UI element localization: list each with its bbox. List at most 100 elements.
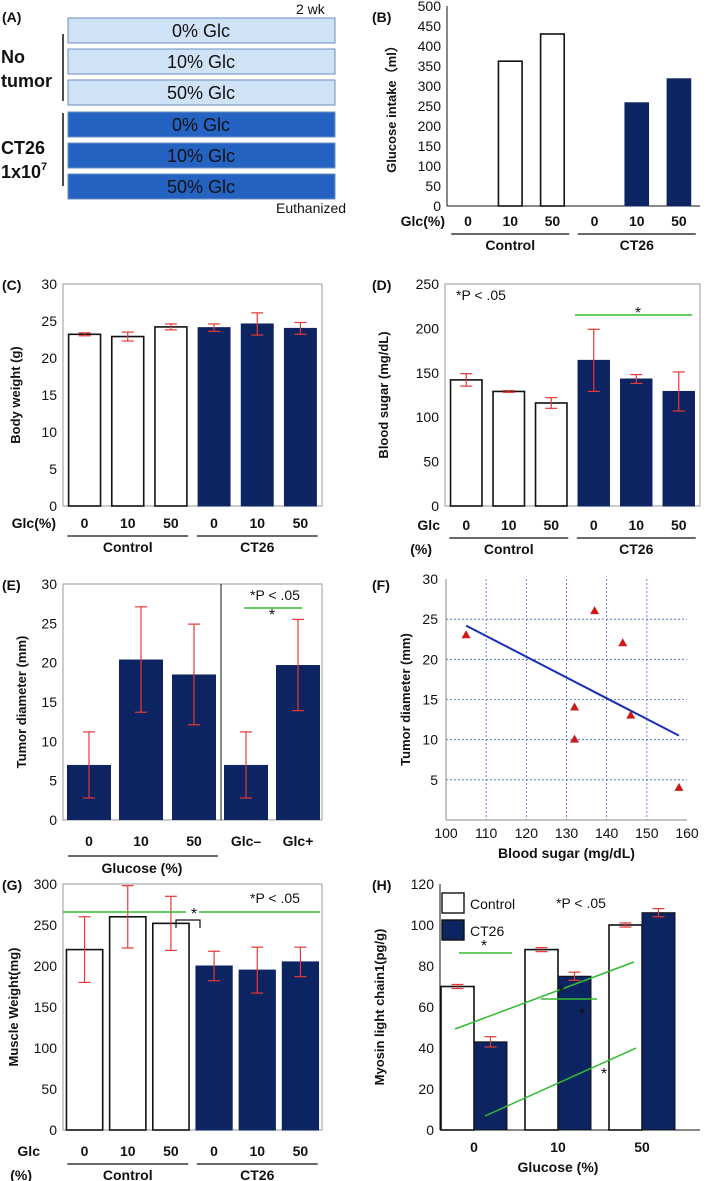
panel-a-boxes: 0% Glc 10% Glc 50% Glc 0% Glc 10% Glc 50% Glc (67, 17, 336, 200)
chart-h-legend-swatch-1 (441, 919, 465, 941)
chart-c-bar-5 (283, 327, 317, 507)
chart-c-y-tick-5: 5 (49, 461, 57, 477)
group-ct26-label: CT26 (1, 138, 45, 158)
diet-box-4 (67, 142, 336, 169)
chart-d-y-tick-250: 250 (416, 276, 440, 292)
chart-b-x-tick-5: 50 (671, 213, 687, 229)
chart-b-group-label-1: CT26 (620, 237, 654, 253)
chart-f-panel-label: (F) (372, 577, 390, 593)
chart-f-x-tick-100: 100 (434, 825, 458, 841)
chart-d-x-tick-2: 50 (543, 517, 559, 533)
chart-g-y-axis-title: Muscle Weight(mg) (6, 948, 21, 1067)
chart-f-x-tick-130: 130 (555, 825, 579, 841)
chart-c-y-tick-30: 30 (41, 276, 57, 292)
chart-g-x-tick-0: 0 (81, 1143, 89, 1159)
chart-f-y-tick-25: 25 (422, 611, 438, 627)
chart-f-point-3 (590, 606, 600, 615)
chart-f-x-tick-160: 160 (675, 825, 699, 841)
chart-c-bar-1 (110, 335, 145, 507)
chart-d-y-tick-0: 0 (431, 498, 439, 514)
diet-box-label-5: 50% Glc (167, 177, 235, 197)
chart-c-x-prefix: Glc(%) (12, 515, 56, 531)
chart-h-legend-label-1: CT26 (470, 923, 504, 939)
chart-f-trend-line (465, 624, 680, 737)
chart-b-y-tick-50: 50 (425, 178, 441, 194)
chart-f-point-0 (461, 630, 471, 639)
diet-box-2 (67, 79, 336, 106)
chart-h-panel-label: (H) (372, 877, 391, 893)
chart-g-x-tick-2: 50 (163, 1143, 179, 1159)
chart-c-bar-4 (240, 323, 274, 507)
chart-g-y-tick-200: 200 (34, 958, 58, 974)
chart-g-y-tick-50: 50 (41, 1081, 57, 1097)
chart-b-bar-4 (624, 102, 650, 207)
chart-c-x-tick-4: 10 (249, 515, 265, 531)
chart-g-bar-2 (151, 922, 190, 1131)
chart-e-y-tick-5: 5 (49, 773, 57, 789)
chart-c-x-tick-3: 0 (210, 515, 218, 531)
panel-a: (A) 2 wk Euthanized No tumor CT26 1x107 … (1, 1, 346, 216)
ct26-dose-exponent: 7 (41, 161, 47, 173)
chart-d-x-tick-3: 0 (590, 517, 598, 533)
chart-f-x-axis-title: Blood sugar (mg/dL) (498, 845, 635, 861)
chart-b-x-tick-4: 10 (629, 213, 645, 229)
chart-c-x-tick-1: 10 (120, 515, 136, 531)
chart-g-group-label-1: CT26 (240, 1167, 274, 1181)
chart-e-x-tick-3: Glc– (231, 833, 262, 849)
diet-box-0 (67, 17, 336, 44)
chart-h-bar-control-1 (524, 948, 559, 1131)
chart-c-x-tick-0: 0 (81, 515, 89, 531)
chart-b-y-tick-150: 150 (418, 138, 442, 154)
chart-b-y-tick-200: 200 (418, 118, 442, 134)
chart-f-point-1 (570, 702, 580, 711)
panel-f: (F) 100 110 120 130 140 150 160 5 10 15 20 25 30 Tumor… (372, 571, 699, 861)
chart-g-x-tick-5: 50 (293, 1143, 309, 1159)
chart-f-y-axis-title: Tumor diameter (mm) (398, 633, 413, 766)
chart-h-legend-swatch-0 (441, 892, 465, 914)
chart-h-y-tick-0: 0 (426, 1122, 434, 1138)
panel-c: (C) 0 5 10 15 20 25 30 Body weight (g) 0 10 50 0 10 50… (2, 276, 323, 555)
chart-h-y-axis-title: Myosin light chain1(pg/g) (372, 929, 387, 1086)
chart-b-y-tick-250: 250 (418, 98, 442, 114)
chart-g-x-tick-4: 10 (249, 1143, 265, 1159)
chart-b-y-tick-500: 500 (418, 0, 442, 14)
chart-d-sig-mark: * (635, 305, 641, 322)
chart-g-y-tick-150: 150 (34, 999, 58, 1015)
chart-d-x-tick-0: 0 (462, 517, 470, 533)
chart-g-bar-3 (195, 965, 233, 1131)
chart-d-bar-2 (534, 402, 568, 507)
chart-c-plot-frame (62, 283, 323, 507)
chart-e-x-tick-4: Glc+ (283, 833, 314, 849)
chart-h-bar-ct26-0 (473, 1041, 508, 1131)
chart-d-x-tick-4: 10 (628, 517, 644, 533)
panel-b: (B)050100150200250300350400450500Glucose… (372, 0, 700, 253)
group-no-tumor-line1: No (1, 47, 25, 67)
chart-g-y-tick-250: 250 (34, 917, 58, 933)
chart-b-x-tick-2: 50 (545, 213, 561, 229)
chart-b-x-tick-0: 0 (464, 213, 472, 229)
diet-box-3 (67, 111, 336, 138)
chart-e-y-tick-10: 10 (41, 733, 57, 749)
chart-h-y-tick-80: 80 (418, 958, 434, 974)
chart-h-legend-label-0: Control (470, 896, 515, 912)
chart-d-bar-0 (449, 379, 483, 507)
diet-box-label-2: 50% Glc (167, 83, 235, 103)
chart-b-x-prefix: Glc(%) (401, 213, 445, 229)
chart-d-plot-frame (444, 283, 701, 507)
chart-b-bar-1 (497, 60, 523, 207)
chart-h-y-tick-100: 100 (411, 917, 435, 933)
chart-h-x-tick-2: 50 (634, 1139, 650, 1155)
chart-c-y-tick-25: 25 (41, 313, 57, 329)
chart-f-y-tick-30: 30 (422, 571, 438, 587)
chart-g-x-tick-3: 0 (210, 1143, 218, 1159)
chart-g-x-unit: (%) (10, 1167, 32, 1181)
chart-d-x-prefix: Glc (417, 517, 440, 533)
chart-h-x-axis-title: Glucose (%) (518, 1159, 599, 1175)
chart-b-x-tick-1: 10 (502, 213, 518, 229)
chart-b-bar-5 (666, 78, 692, 207)
chart-e-x-tick-1: 10 (133, 833, 149, 849)
chart-f-point-5 (626, 710, 636, 719)
chart-e-y-tick-25: 25 (41, 615, 57, 631)
chart-f-point-4 (618, 638, 628, 647)
chart-e-annotation: *P < .05 (250, 587, 300, 603)
